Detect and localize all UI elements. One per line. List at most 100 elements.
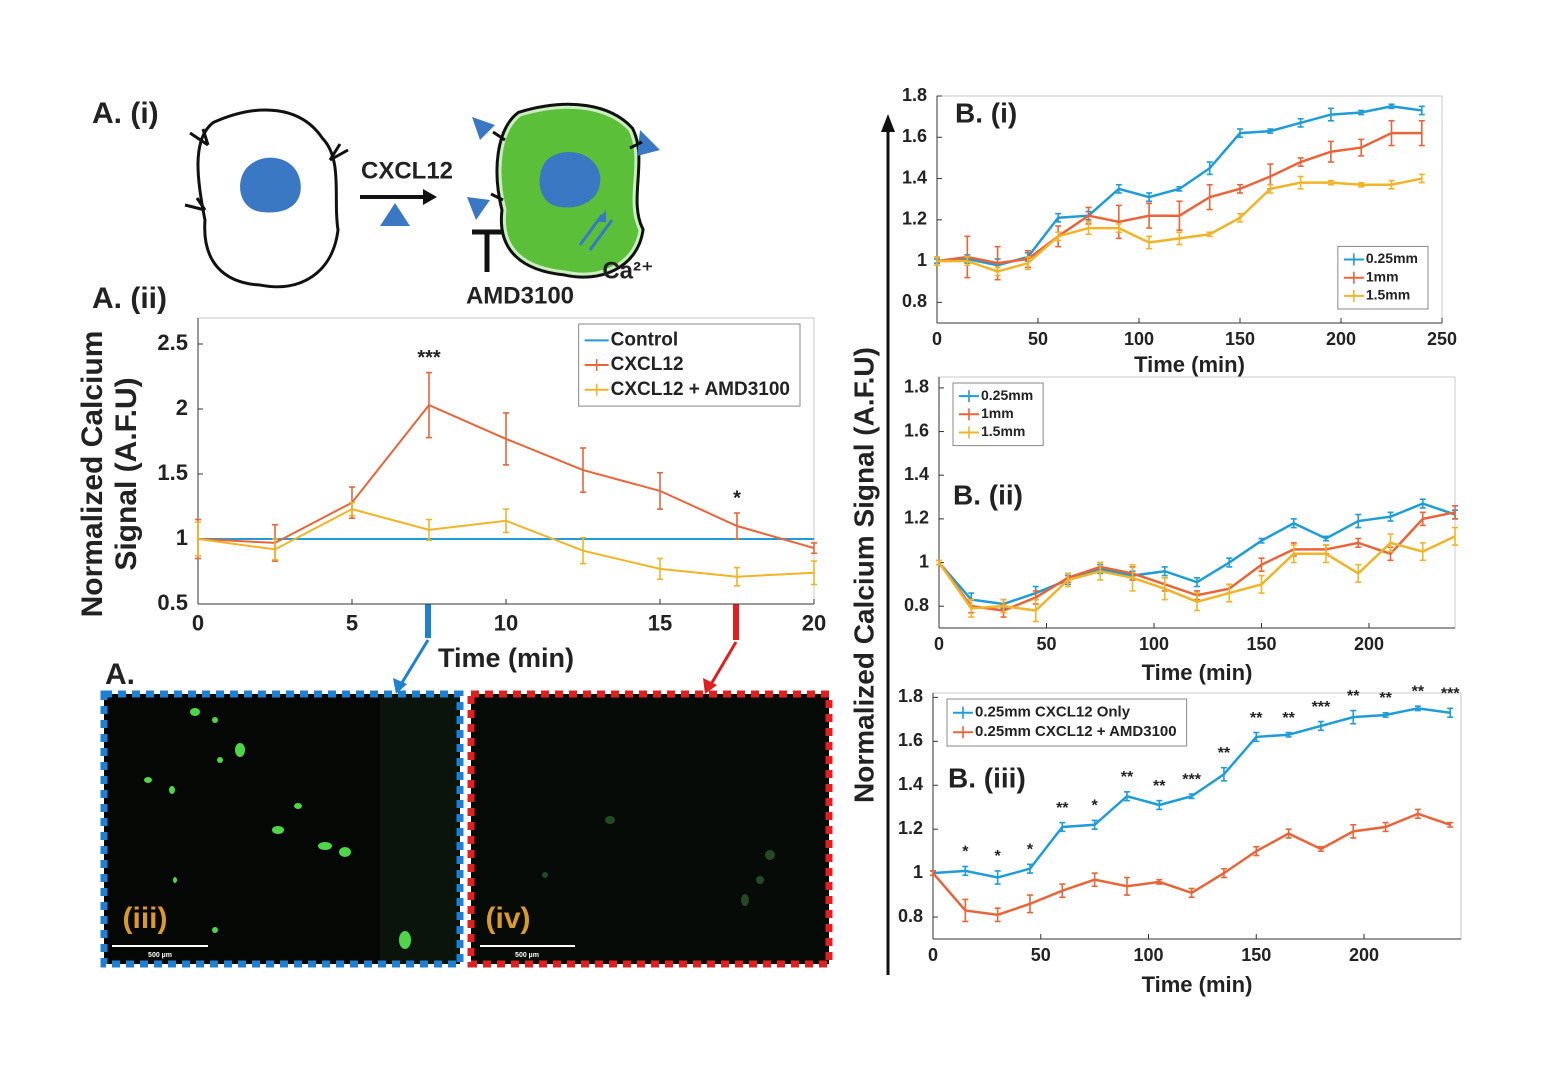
legend-item: 0.25mm CXCL12 Only bbox=[953, 704, 1131, 721]
error-bar bbox=[1387, 533, 1394, 553]
error-bar bbox=[1206, 231, 1213, 238]
error-bar bbox=[1146, 235, 1153, 250]
error-bar bbox=[1267, 128, 1274, 134]
error-bar bbox=[1327, 179, 1334, 186]
y-tick-label: 1 bbox=[919, 551, 929, 571]
error-bar bbox=[1226, 557, 1233, 568]
error-bar bbox=[580, 536, 586, 565]
arrow-head bbox=[703, 678, 717, 694]
error-bar bbox=[1447, 707, 1454, 718]
legend-label: 0.25mm CXCL12 + AMD3100 bbox=[975, 723, 1177, 740]
error-bar bbox=[426, 371, 432, 439]
micrograph: (iii) 500 µm bbox=[100, 690, 464, 968]
error-bar bbox=[1419, 542, 1426, 562]
error-bar bbox=[1327, 140, 1334, 163]
x-tick-label: 100 bbox=[1124, 329, 1154, 349]
error-bar bbox=[1237, 128, 1243, 139]
scale-label: 500 µm bbox=[515, 952, 539, 959]
error-bar bbox=[1206, 161, 1213, 176]
y-tick-label: 1.2 bbox=[902, 209, 927, 229]
significance-label: * bbox=[995, 848, 1002, 865]
arrow-head bbox=[423, 189, 437, 205]
error-bar bbox=[1146, 192, 1153, 203]
y-tick-label: 1.2 bbox=[904, 508, 929, 528]
x-tick-label: 200 bbox=[1349, 945, 1379, 965]
error-bar bbox=[1176, 200, 1183, 231]
error-bar bbox=[1176, 231, 1183, 246]
y-tick-label: 2.5 bbox=[157, 330, 188, 355]
error-bar bbox=[1026, 863, 1033, 874]
x-tick-label: 50 bbox=[1028, 329, 1048, 349]
legend-item: CXCL12 bbox=[584, 354, 684, 375]
significance-label: ** bbox=[1218, 745, 1231, 762]
y-tick-label: 1 bbox=[176, 525, 188, 550]
error-bar bbox=[1258, 537, 1265, 544]
arrow-head bbox=[393, 678, 407, 694]
error-bar bbox=[1188, 793, 1195, 800]
x-axis-label: Time (min) bbox=[1142, 972, 1253, 997]
error-bar bbox=[1285, 828, 1292, 839]
legend-item: Control bbox=[584, 329, 678, 350]
significance-label: ** bbox=[1379, 690, 1392, 707]
x-tick-label: 0 bbox=[934, 634, 944, 654]
error-bar bbox=[734, 512, 740, 540]
x-tick-label: 250 bbox=[1427, 329, 1457, 349]
panel-label: A. (i) bbox=[92, 97, 159, 130]
x-tick-label: 0 bbox=[928, 945, 938, 965]
x-tick-label: 50 bbox=[1036, 634, 1056, 654]
error-bar bbox=[1355, 513, 1362, 529]
significance-label: *** bbox=[1312, 699, 1331, 716]
x-tick-label: 100 bbox=[1139, 634, 1169, 654]
y-tick-label: 1.4 bbox=[902, 167, 927, 187]
error-bar bbox=[1358, 138, 1365, 157]
error-bar bbox=[1253, 845, 1260, 857]
y-tick-label: 1.6 bbox=[904, 420, 929, 440]
error-bar bbox=[1327, 107, 1334, 122]
significance-label: * bbox=[1027, 842, 1034, 859]
error-bar bbox=[1290, 544, 1297, 564]
x-tick-label: 200 bbox=[1326, 329, 1356, 349]
y-tick-label: 0.8 bbox=[898, 906, 923, 926]
error-bar bbox=[1387, 511, 1394, 522]
shared-y-label: Normalized Calcium Signal (A.F.U) bbox=[848, 347, 879, 803]
legend-item: 0.25mm bbox=[959, 387, 1033, 403]
error-bar bbox=[1258, 557, 1265, 573]
error-bar bbox=[1388, 179, 1395, 190]
x-tick-label: 150 bbox=[1241, 945, 1271, 965]
resting-cell bbox=[184, 108, 349, 289]
x-tick-label: 150 bbox=[1246, 634, 1276, 654]
error-bar bbox=[962, 898, 969, 923]
error-bar bbox=[1358, 181, 1365, 188]
error-bar bbox=[1156, 799, 1163, 811]
significance-label: *** bbox=[1182, 771, 1201, 788]
panel-label: A. bbox=[105, 658, 135, 691]
error-bar bbox=[1414, 705, 1421, 712]
significance-label: *** bbox=[1441, 686, 1460, 703]
significance-label: ** bbox=[1153, 778, 1166, 795]
error-bar bbox=[936, 559, 942, 566]
inhibitor-label: AMD3100 bbox=[466, 282, 574, 309]
y-tick-label: 1 bbox=[913, 862, 923, 882]
significance-label: *** bbox=[417, 347, 441, 369]
error-bar bbox=[1194, 576, 1200, 588]
panel-title: B. (ii) bbox=[953, 479, 1023, 510]
legend-label: 1mm bbox=[1366, 268, 1399, 284]
error-bar bbox=[1382, 821, 1389, 833]
panel-title: B. (i) bbox=[955, 97, 1017, 128]
error-bar bbox=[811, 560, 817, 586]
significance-label: ** bbox=[1250, 710, 1263, 727]
arrow-head bbox=[881, 114, 895, 132]
error-bar bbox=[1085, 221, 1092, 236]
y-tick-label: 0.8 bbox=[904, 595, 929, 615]
chart: 0 50 100 150 200 250 0.8 1 1.2 1.4 1.6 1.8 Time (min… bbox=[902, 85, 1457, 377]
legend-label: CXCL12 + AMD3100 bbox=[611, 379, 790, 400]
y-tick-label: 1.2 bbox=[898, 818, 923, 838]
y-tick-label: 1.8 bbox=[902, 85, 927, 105]
panel-title: B. (iii) bbox=[948, 762, 1026, 793]
error-bar bbox=[1055, 231, 1062, 242]
x-tick-label: 150 bbox=[1225, 329, 1255, 349]
error-bar bbox=[1358, 109, 1365, 116]
error-bar bbox=[1146, 202, 1153, 229]
error-bar bbox=[1323, 544, 1329, 564]
error-bar bbox=[1129, 563, 1136, 592]
